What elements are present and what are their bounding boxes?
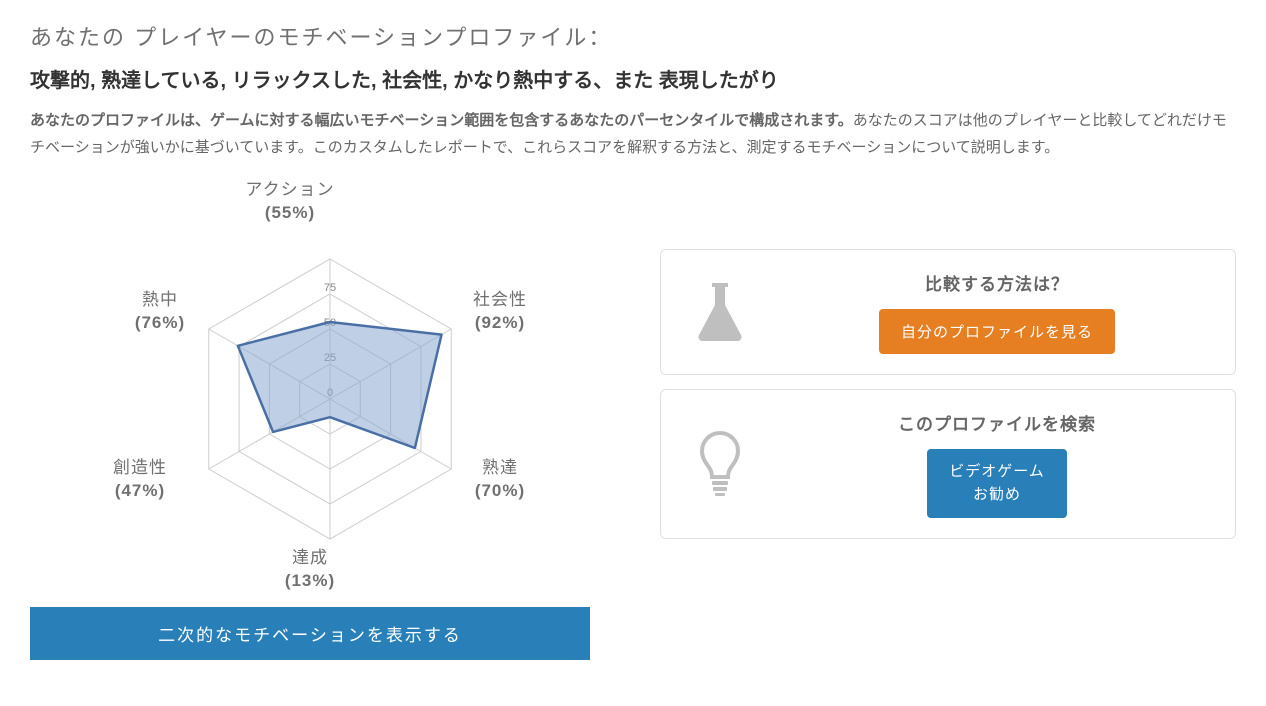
radar-axis-label: 熟達(70%) [475,457,525,503]
game-recommend-button[interactable]: ビデオゲーム お勧め [927,449,1067,518]
lightbulb-icon [685,429,755,499]
recommend-line1: ビデオゲーム [949,463,1045,480]
radar-axis-label: 社会性(92%) [473,289,527,335]
radar-axis-label: 熱中(76%) [135,289,185,335]
flask-icon [685,279,755,345]
profile-description: あなたのプロファイルは、ゲームに対する幅広いモチベーション範囲を包含するあなたの… [30,107,1236,161]
search-card: このプロファイルを検索 ビデオゲーム お勧め [660,389,1236,539]
radar-chart: 0255075 アクション(55%)社会性(92%)熟達(70%)達成(13%)… [30,179,630,599]
compare-card: 比較する方法は？ 自分のプロファイルを見る [660,249,1236,375]
trait-summary: 攻撃的, 熟達している, リラックスした, 社会性, かなり熱中する、また 表現… [30,64,1236,93]
compare-card-title: 比較する方法は？ [783,270,1211,295]
radar-axis-label: 創造性(47%) [113,457,167,503]
view-profile-button[interactable]: 自分のプロファイルを見る [879,309,1115,354]
search-card-title: このプロファイルを検索 [783,410,1211,435]
toggle-secondary-button[interactable]: 二次的なモチベーションを表示する [30,607,590,660]
radar-axis-label: アクション(55%) [245,179,334,225]
desc-bold: あなたのプロファイルは、ゲームに対する幅広いモチベーション範囲を包含するあなたの… [30,112,853,129]
radar-axis-label: 達成(13%) [285,547,335,593]
svg-text:75: 75 [324,282,336,294]
recommend-line2: お勧め [973,486,1021,503]
page-title: あなたの プレイヤーのモチベーションプロファイル： [30,20,1236,52]
